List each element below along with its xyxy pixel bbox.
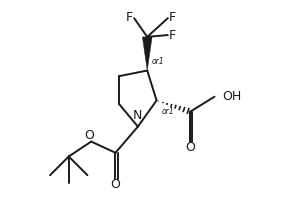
Text: F: F bbox=[169, 28, 176, 42]
Polygon shape bbox=[142, 37, 152, 70]
Text: O: O bbox=[84, 129, 94, 142]
Text: F: F bbox=[169, 11, 176, 24]
Text: F: F bbox=[126, 11, 133, 24]
Text: OH: OH bbox=[222, 90, 241, 103]
Text: or1: or1 bbox=[161, 107, 174, 116]
Text: or1: or1 bbox=[152, 57, 164, 66]
Text: N: N bbox=[133, 109, 143, 122]
Text: O: O bbox=[110, 178, 121, 191]
Text: O: O bbox=[185, 141, 195, 154]
